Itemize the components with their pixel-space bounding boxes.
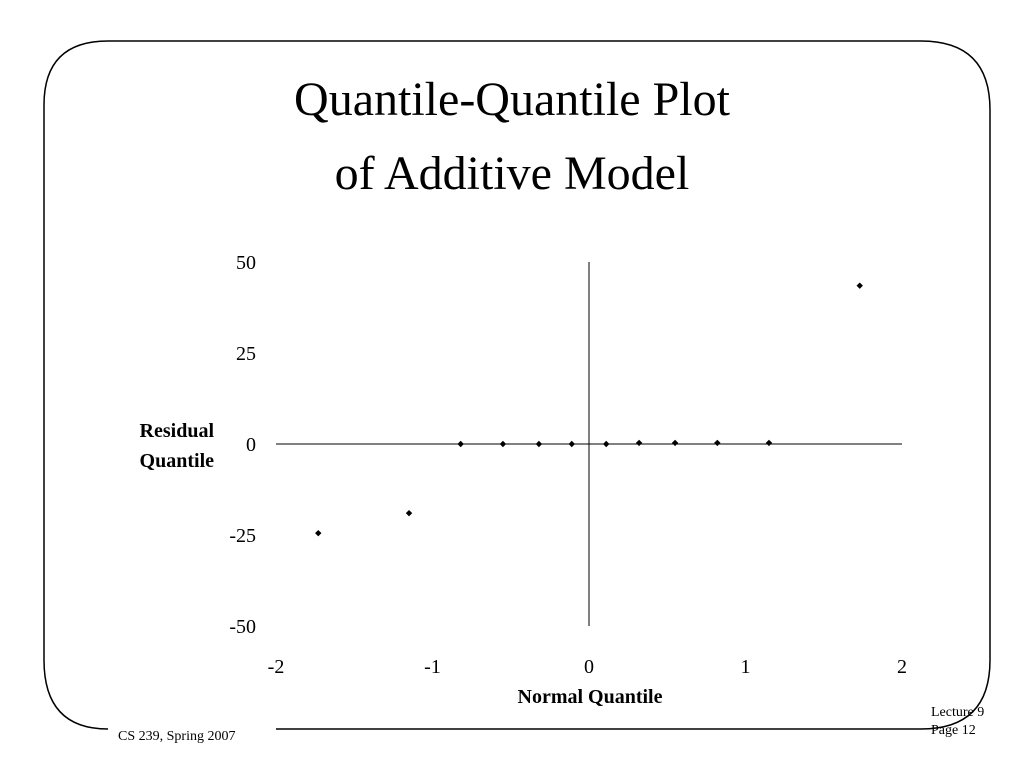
footer-lecture-page: Lecture 9 Page 12 xyxy=(931,704,984,740)
x-tick-label: -1 xyxy=(424,656,441,678)
x-tick-label: -2 xyxy=(268,656,285,678)
data-point xyxy=(856,282,863,289)
data-points xyxy=(315,282,863,537)
data-point xyxy=(568,440,575,448)
x-tick-label: 1 xyxy=(741,656,751,678)
y-axis-label: Residual Quantile xyxy=(100,416,214,476)
y-tick-label: 25 xyxy=(236,343,256,365)
slide-title-line-1: Quantile-Quantile Plot xyxy=(294,73,730,126)
x-tick-label: 2 xyxy=(897,656,907,678)
data-point xyxy=(405,509,413,517)
slide-title-line-2: of Additive Model xyxy=(334,147,690,200)
footer-course: CS 239, Spring 2007 xyxy=(118,729,236,744)
data-point xyxy=(457,440,464,448)
data-point xyxy=(535,440,543,448)
y-tick-label: -25 xyxy=(229,525,256,547)
footer-lecture: Lecture 9 xyxy=(931,705,985,720)
y-tick-labels: 50 25 0 -25 -50 xyxy=(229,252,256,638)
data-point xyxy=(603,440,610,448)
data-point xyxy=(315,529,322,537)
data-point xyxy=(635,439,643,447)
y-tick-label: 0 xyxy=(246,434,256,456)
data-point xyxy=(499,440,507,448)
y-axis-label-line-2: Quantile xyxy=(139,450,214,472)
y-axis-label-line-1: Residual xyxy=(139,420,214,442)
x-axis-label: Normal Quantile xyxy=(517,686,663,708)
y-tick-label: -50 xyxy=(229,616,256,638)
y-tick-label: 50 xyxy=(236,252,256,274)
data-point xyxy=(714,439,721,447)
x-tick-label: 0 xyxy=(584,656,594,678)
data-point xyxy=(671,439,679,447)
x-tick-labels: -2 -1 0 1 2 xyxy=(268,656,907,678)
data-point xyxy=(765,439,773,447)
footer-page: Page 12 xyxy=(931,723,976,738)
